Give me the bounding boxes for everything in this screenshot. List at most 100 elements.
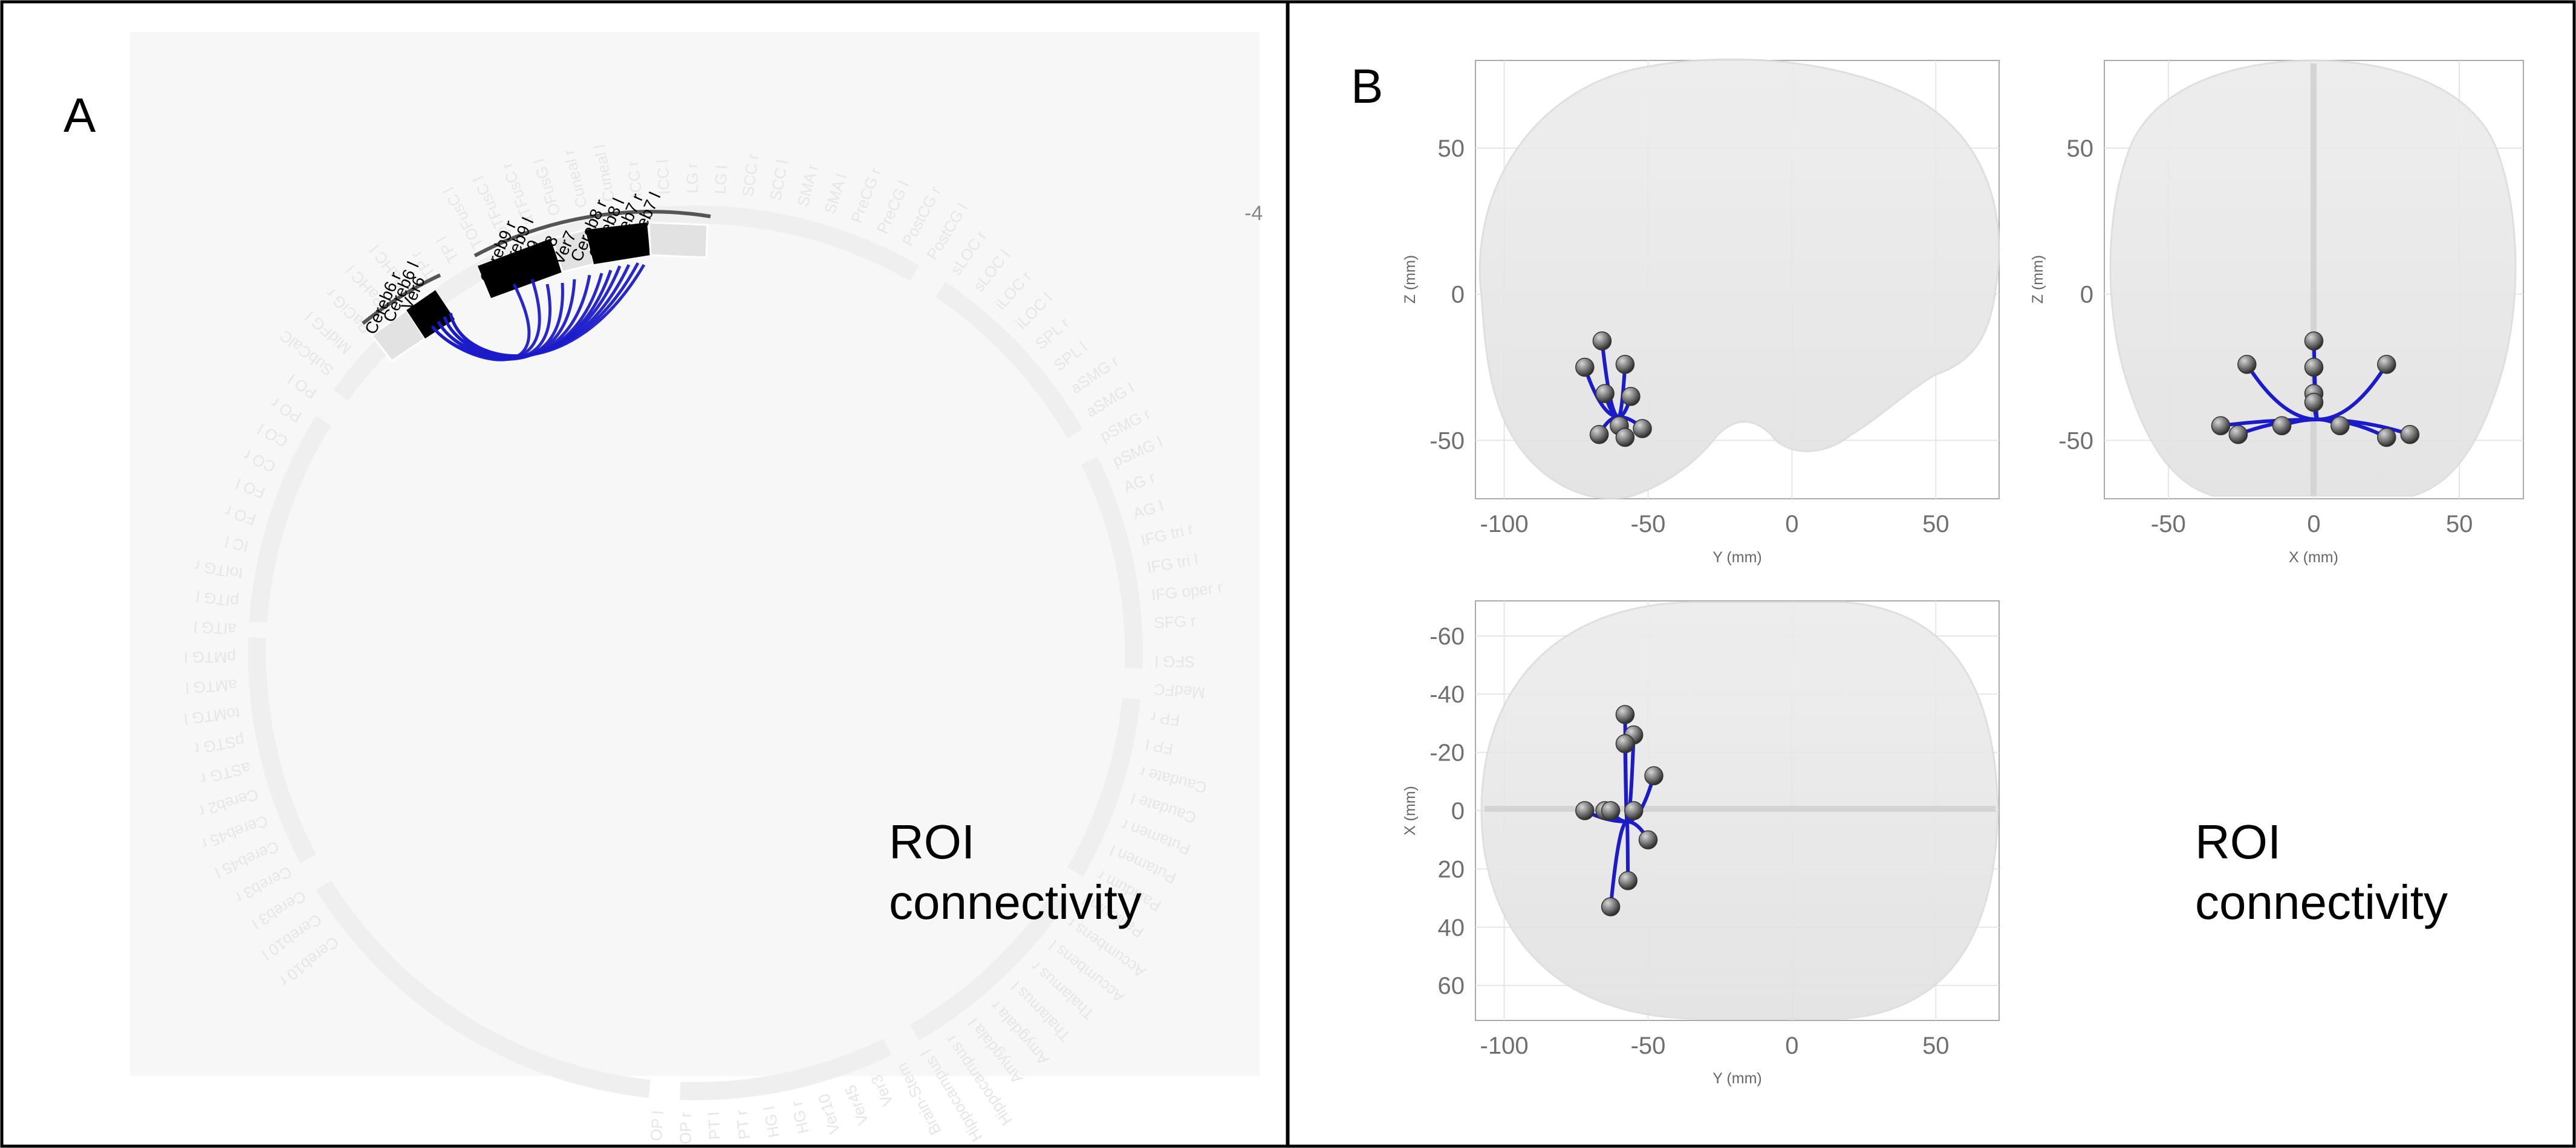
- roi-ring: [247, 206, 1143, 1100]
- ring-segment: [1067, 698, 1140, 877]
- ring-label: MedFC: [1153, 680, 1206, 702]
- ring-segment: [1081, 456, 1143, 669]
- axial-ticks: -100 -50 0 50 -60 -40 -20 0 20 40 60: [1429, 623, 1949, 1059]
- roi-node: [1633, 419, 1652, 438]
- coronal-ticks: -50 0 50 50 0 -50: [2058, 135, 2473, 537]
- roi-node: [1615, 705, 1635, 724]
- x-tick-label: -50: [1631, 511, 1666, 537]
- roi-node: [2304, 357, 2324, 377]
- coronal-ylabel: Z (mm): [2029, 255, 2046, 304]
- ring-segment: [247, 637, 317, 863]
- roi-node: [1615, 427, 1635, 447]
- roi-node: [1618, 871, 1638, 890]
- ring-segment: [935, 282, 1083, 438]
- ring-label: LG r: [683, 163, 701, 193]
- roi-node: [2377, 427, 2396, 447]
- coronal-xlabel: X (mm): [2289, 549, 2338, 566]
- roi-node: [1595, 384, 1615, 403]
- ring-label: ICC r: [623, 160, 646, 198]
- roi-node: [1575, 801, 1595, 820]
- ring-label: SFG r: [1154, 612, 1197, 632]
- y-tick-label: 60: [1438, 973, 1465, 999]
- panel-b-letter: B: [1351, 59, 1383, 113]
- ring-label: OP l: [647, 1110, 667, 1141]
- ring-label: pMTG l: [184, 648, 236, 666]
- x-tick-label: 50: [1922, 511, 1950, 537]
- y-tick-label: 50: [2067, 135, 2094, 162]
- roi-node: [1615, 354, 1635, 374]
- roi-node: [2228, 424, 2248, 444]
- roi-node: [2304, 331, 2324, 351]
- segment-cereb7: [648, 221, 709, 259]
- roi-node: [2237, 354, 2257, 374]
- segment-cereb8: [585, 222, 650, 264]
- stray-axis-label: -4: [1244, 202, 1263, 225]
- ring-label: SFG l: [1155, 652, 1195, 670]
- y-tick-label: -40: [1429, 681, 1465, 708]
- roi-node: [1638, 830, 1658, 849]
- y-tick-label: 0: [2080, 282, 2093, 308]
- panel-a-caption-line2: connectivity: [889, 875, 1142, 929]
- roi-node: [2304, 392, 2324, 412]
- sagittal-xlabel: Y (mm): [1712, 549, 1761, 566]
- x-tick-label: 50: [2446, 511, 2473, 537]
- panel-b-caption-line2: connectivity: [2195, 875, 2448, 929]
- sagittal-view: -100 -50 0 50 50 0 -50 Y (mm) Z (mm): [1402, 58, 2000, 566]
- ring-segment: [910, 893, 1067, 1040]
- ring-segment: [316, 880, 468, 1033]
- axial-ylabel: X (mm): [1402, 786, 1419, 835]
- y-tick-label: 0: [1451, 798, 1465, 825]
- roi-node: [1621, 387, 1641, 406]
- ring-segment: [249, 415, 331, 623]
- group-bracket-cereb6: [362, 273, 441, 325]
- roi-node: [1601, 801, 1621, 820]
- connection-bundle: [431, 262, 646, 362]
- axial-view: -100 -50 0 50 -60 -40 -20 0 20 40 60 Y (mm) X (mm): [1402, 600, 2000, 1087]
- roi-node: [1624, 801, 1644, 820]
- axial-xlabel: Y (mm): [1712, 1070, 1761, 1087]
- roi-node: [2377, 354, 2396, 374]
- x-tick-label: -50: [2151, 511, 2186, 537]
- ring-segment: [680, 1039, 892, 1100]
- axial-nodes: [1575, 705, 1664, 916]
- roi-node: [1589, 424, 1609, 444]
- group-bracket-vermis: [473, 210, 711, 258]
- y-tick-label: 50: [1438, 135, 1465, 162]
- roi-node: [1575, 357, 1595, 377]
- ring-label: OP r: [676, 1112, 694, 1144]
- sagittal-nodes: [1575, 331, 1652, 447]
- x-tick-label: 0: [1785, 511, 1798, 537]
- ring-label: PT r: [732, 1109, 753, 1140]
- coronal-nodes: [2211, 331, 2420, 447]
- ring-label: aITG l: [193, 618, 237, 638]
- connection-chord: [449, 264, 646, 358]
- panel-a-caption-line1: ROI: [889, 815, 975, 869]
- y-tick-label: 40: [1438, 915, 1465, 941]
- y-tick-label: -60: [1429, 623, 1465, 650]
- ring-label: PT l: [704, 1112, 724, 1140]
- x-tick-label: -100: [1480, 1033, 1529, 1059]
- panel-b: B -100 -50 0 50 50 0 -50 Y (mm) Z (mm) -50 0 50 5…: [1286, 0, 2576, 1148]
- sagittal-ticks: -100 -50 0 50 50 0 -50: [1429, 135, 1949, 537]
- roi-node: [1644, 766, 1664, 785]
- roi-node: [1592, 331, 1612, 351]
- ring-label: FP r: [1149, 708, 1180, 730]
- y-tick-label: -20: [1429, 740, 1465, 767]
- x-tick-label: -100: [1480, 511, 1529, 537]
- ring-label: LG l: [711, 164, 731, 195]
- roi-node: [2330, 416, 2350, 435]
- x-tick-label: -50: [1631, 1033, 1666, 1059]
- panel-a-letter: A: [63, 88, 96, 142]
- roi-node: [2211, 416, 2231, 435]
- segment-cereb9: [478, 239, 562, 298]
- roi-node: [2400, 424, 2420, 444]
- y-tick-label: 20: [1438, 856, 1465, 883]
- coronal-view: -50 0 50 50 0 -50 X (mm) Z (mm): [2029, 59, 2524, 566]
- connection-line: [2317, 417, 2411, 436]
- x-tick-label: 0: [1785, 1033, 1798, 1059]
- y-tick-label: -50: [1429, 427, 1465, 454]
- sagittal-ylabel: Z (mm): [1402, 255, 1419, 304]
- y-tick-label: 0: [1451, 282, 1465, 308]
